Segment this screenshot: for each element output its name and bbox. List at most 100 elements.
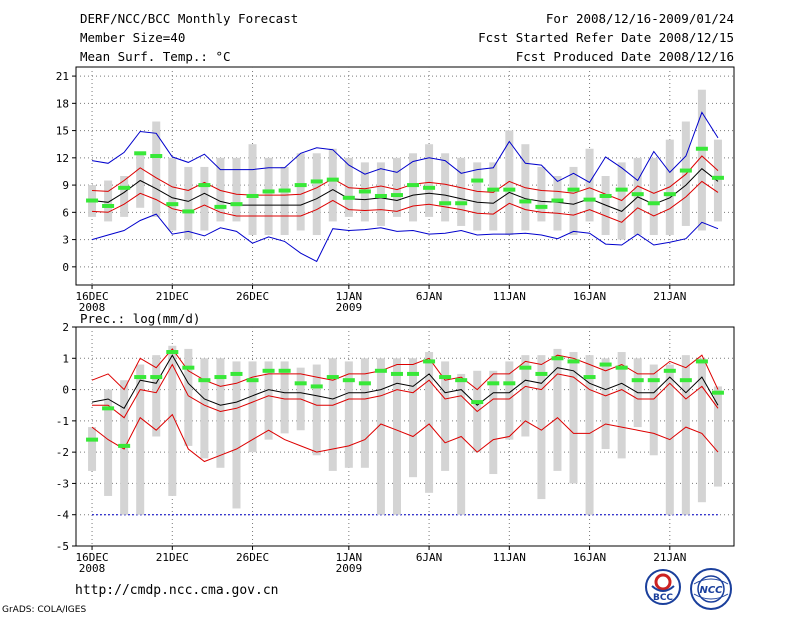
temp-ytick-label: 21 [56, 70, 69, 83]
ncc-logo-text: NCC [699, 585, 723, 596]
temp-observed-marker [487, 187, 500, 192]
temp-range-bar [264, 157, 273, 236]
temp-ytick-label: 3 [62, 234, 69, 247]
prec-observed-marker [230, 371, 243, 376]
temp-range-bar [184, 166, 193, 240]
prec-observed-marker [358, 381, 371, 386]
prec-range-bar [601, 358, 610, 450]
prec-observed-marker [519, 365, 532, 370]
temp-range-bar [473, 162, 482, 231]
prec-range-bar [168, 345, 177, 496]
prec-range-bar [232, 361, 241, 509]
prec-range-bar [264, 361, 273, 440]
prec-range-bar [425, 352, 434, 493]
prec-observed-marker [246, 378, 259, 383]
temp-observed-marker [519, 199, 532, 204]
temp-observed-marker [455, 201, 468, 206]
prec-xtick-label: 26DEC [236, 551, 269, 564]
prec-observed-marker [150, 375, 163, 380]
prec-observed-marker [551, 356, 564, 361]
prec-range-bar [200, 358, 209, 459]
prec-panel-title: Prec.: log(mm/d) [80, 311, 201, 326]
prec-range-bar [88, 427, 97, 471]
temp-observed-marker [551, 198, 564, 203]
prec-range-bar [505, 361, 514, 440]
temp-observed-marker [326, 177, 339, 182]
prec-observed-marker [663, 368, 676, 373]
prec-observed-marker [631, 378, 644, 383]
temp-xtick-label: 26DEC [236, 290, 269, 303]
prec-range-bar [409, 358, 418, 478]
prec-xtick-label: 1JAN [336, 551, 363, 564]
temp-range-bar [168, 157, 177, 231]
prec-range-bar [697, 358, 706, 503]
prec-observed-marker [455, 378, 468, 383]
prec-range-bar [537, 355, 546, 500]
temp-observed-marker [535, 204, 548, 209]
temp-xtick-label: 1JAN [336, 290, 363, 303]
temp-observed-marker [294, 183, 307, 188]
prec-range-bar [312, 364, 321, 456]
temp-observed-marker [711, 175, 724, 180]
prec-observed-marker [374, 368, 387, 373]
temp-ytick-label: 12 [56, 152, 69, 165]
temp-range-bar [489, 162, 498, 231]
temp-xtick-label: 21JAN [653, 290, 686, 303]
prec-range-bar [136, 364, 145, 515]
temp-range-bar [569, 166, 578, 236]
prec-observed-marker [134, 375, 147, 380]
temp-range-bar [200, 166, 209, 231]
temp-observed-marker [166, 202, 179, 207]
temp-range-bar [312, 153, 321, 236]
prec-observed-marker [647, 378, 660, 383]
temp-observed-marker [599, 193, 612, 198]
prec-min-line [91, 413, 719, 463]
temp-range-bar [248, 144, 257, 236]
temp-frame [75, 66, 735, 286]
prec-range-bar [152, 355, 161, 437]
temp-range-bar [104, 180, 113, 222]
temp-range-bar [537, 166, 546, 222]
temp-lower-line [91, 180, 719, 223]
temp-range-bar [216, 157, 225, 222]
temp-observed-marker [310, 179, 323, 184]
prec-observed-marker [262, 368, 275, 373]
temp-observed-marker [567, 187, 580, 192]
prec-range-bar [521, 355, 530, 437]
temp-max-line [91, 111, 719, 184]
temp-xtick-label: 16DEC [75, 290, 108, 303]
temp-observed-marker [439, 201, 452, 206]
prec-xtick-label: 16DEC [75, 551, 108, 564]
temp-observed-marker [86, 198, 99, 203]
prec-observed-marker [310, 384, 323, 389]
prec-observed-marker [503, 381, 516, 386]
prec-observed-marker [294, 381, 307, 386]
chart-title: DERF/NCC/BCC Monthly Forecast [80, 11, 299, 26]
prec-observed-marker [214, 375, 227, 380]
prec-range-bar [489, 370, 498, 475]
temp-observed-marker [374, 193, 387, 198]
prec-xtick-year: 2008 [79, 562, 106, 575]
prec-range-bar [184, 348, 193, 446]
ncc-logo: NCC [690, 568, 732, 610]
fcst-started-date: Fcst Started Refer Date 2008/12/15 [478, 30, 734, 45]
temp-observed-marker [102, 203, 115, 208]
prec-observed-marker [166, 350, 179, 355]
temp-xtick-label: 16JAN [573, 290, 606, 303]
temp-xtick-label: 6JAN [416, 290, 443, 303]
prec-range-bar [344, 361, 353, 468]
prec-observed-marker [711, 390, 724, 395]
prec-ytick-label: -4 [56, 509, 70, 522]
temp-ytick-label: 18 [56, 97, 69, 110]
prec-range-bar [649, 364, 658, 456]
prec-upper-line [91, 348, 719, 391]
prec-range-bar [457, 373, 466, 515]
temp-xtick-year: 2009 [336, 301, 363, 314]
temp-observed-marker [583, 197, 596, 202]
bcc-logo-text: BCC [653, 593, 673, 603]
source-url[interactable]: http://cmdp.ncc.cma.gov.cn [75, 583, 279, 598]
temp-observed-marker [423, 185, 436, 190]
prec-observed-marker [102, 406, 115, 411]
